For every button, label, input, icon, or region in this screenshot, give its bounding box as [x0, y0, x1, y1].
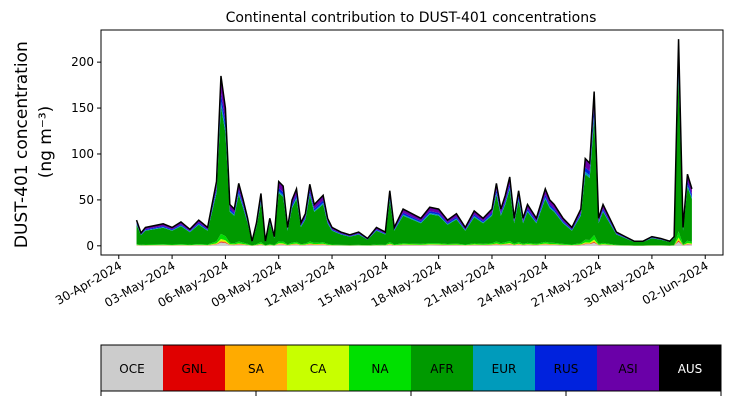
legend-label-rus: RUS — [554, 362, 579, 376]
legend-swatch-aus — [659, 345, 721, 391]
legend-label-eur: EUR — [492, 362, 517, 376]
y-tick-label: 150 — [71, 101, 94, 115]
legend-label-oce: OCE — [119, 362, 144, 376]
total-line — [135, 39, 693, 243]
y-axis-label: DUST-401 concentration (ng m⁻³) — [12, 36, 56, 248]
y-tick-label: 200 — [71, 55, 94, 69]
plot-frame — [100, 29, 724, 256]
legend-label-asi: ASI — [618, 362, 637, 376]
y-axis-label-line2: (ng m⁻³) — [36, 106, 56, 179]
legend-label-sa: SA — [248, 362, 265, 376]
legend-swatch-ca — [287, 345, 349, 391]
legend-swatch-afr — [411, 345, 473, 391]
legend-swatch-asi — [597, 345, 659, 391]
legend-label-gnl: GNL — [182, 362, 207, 376]
y-tick-label: 50 — [79, 193, 94, 207]
legend-swatch-rus — [535, 345, 597, 391]
legend-label-afr: AFR — [430, 362, 453, 376]
legend-colorbar: OCE GNL SA CA NA AFR EUR RUS ASI AUS — [100, 344, 722, 396]
y-axis-label-line1: DUST-401 concentration — [12, 41, 32, 248]
legend-swatch-gnl — [163, 345, 225, 391]
y-axis: 0 50 100 150 200 — [71, 55, 101, 253]
y-tick-label: 100 — [71, 147, 94, 161]
legend-label-na: NA — [371, 362, 389, 376]
legend-swatch-oce — [101, 345, 163, 391]
legend-label-aus: AUS — [678, 362, 703, 376]
legend-label-ca: CA — [310, 362, 327, 376]
legend-swatch-na — [349, 345, 411, 391]
legend-swatch-sa — [225, 345, 287, 391]
y-tick-label: 0 — [86, 239, 94, 253]
chart-title: Continental contribution to DUST-401 con… — [226, 10, 597, 26]
x-axis: 30-Apr-202403-May-202406-May-202409-May-… — [53, 255, 711, 310]
legend-swatch-eur — [473, 345, 535, 391]
